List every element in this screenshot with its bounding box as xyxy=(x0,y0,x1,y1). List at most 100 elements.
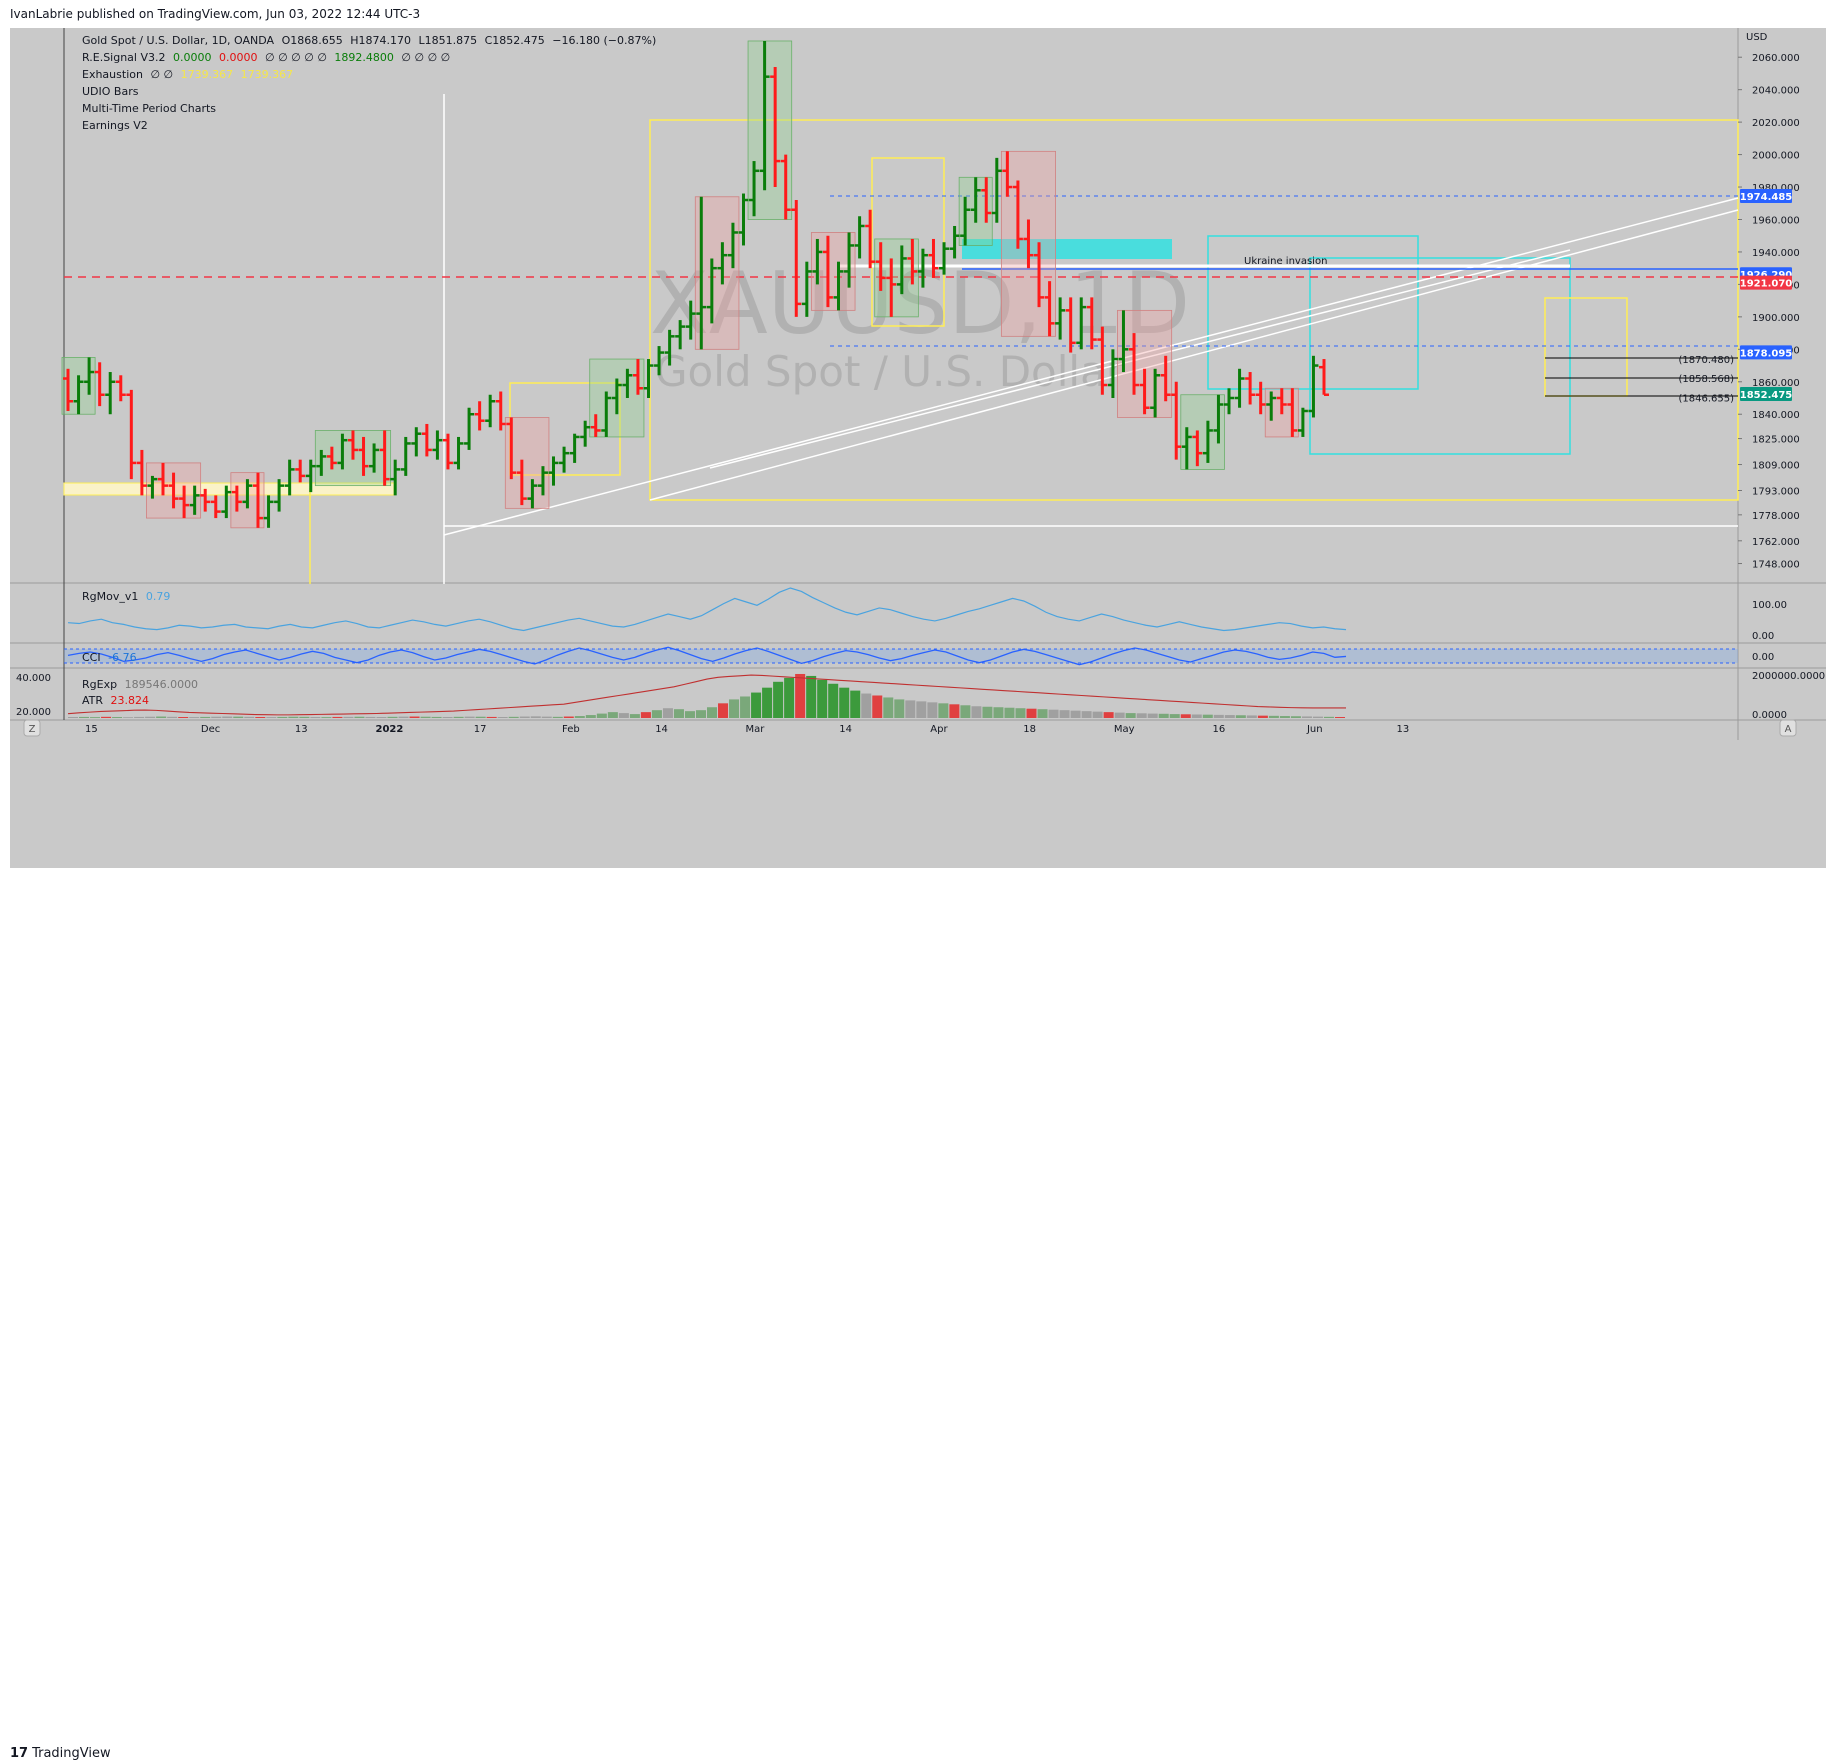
annotation-ukraine: Ukraine invasion xyxy=(1244,256,1327,267)
ohlc-bar xyxy=(580,420,591,447)
ohlc-bar xyxy=(495,391,506,431)
ohlc-bar xyxy=(939,242,950,275)
ohlc-bar xyxy=(960,196,971,246)
rgexp-bar xyxy=(1180,714,1191,718)
rgexp-bar xyxy=(673,709,684,718)
rgexp-bar xyxy=(189,717,200,718)
cci-name: CCI xyxy=(82,651,101,664)
rgexp-bar xyxy=(828,683,839,718)
rgexp-bar xyxy=(773,681,784,718)
ohlc-bar xyxy=(865,209,876,269)
legend-re-signal[interactable]: R.E.Signal V3.2 0.0000 0.0000 ∅ ∅ ∅ ∅ ∅ … xyxy=(82,51,454,64)
rgexp-bar xyxy=(101,716,112,718)
cci-band xyxy=(64,649,1738,663)
legend-earnings[interactable]: Earnings V2 xyxy=(82,119,148,132)
rgexp-bar xyxy=(684,711,695,718)
legend-rgexp[interactable]: RgExp 189546.0000 xyxy=(82,678,202,691)
ohlc-bar xyxy=(1002,151,1013,197)
rgexp-bar xyxy=(982,706,993,718)
price-label-bg xyxy=(1740,386,1792,401)
price-label-bg xyxy=(1740,345,1792,360)
rgexp-bar xyxy=(530,716,541,718)
ohlc-bar xyxy=(221,485,232,519)
ohlc-bar xyxy=(791,200,802,317)
ohlc-bar xyxy=(548,456,559,486)
rgexp-bar xyxy=(971,706,982,718)
rgexp-bar xyxy=(993,707,1004,718)
rgexp-bar xyxy=(1169,714,1180,718)
ohlc-bar xyxy=(738,193,749,246)
auto-scale-button[interactable]: A xyxy=(1779,719,1797,737)
x-tick-label: Apr xyxy=(930,724,948,735)
y-tick-label: 2000.000 xyxy=(1752,151,1800,162)
ohlc-bar xyxy=(537,466,548,496)
exhaustion-zeros: ∅ ∅ xyxy=(150,68,174,81)
ohlc-bar xyxy=(326,446,337,470)
rgexp-bar xyxy=(762,687,773,718)
zoom-button[interactable]: Z xyxy=(23,719,41,737)
ohlc-bar xyxy=(970,177,981,223)
rgexp-bar xyxy=(156,716,167,718)
x-tick-label: 15 xyxy=(85,724,98,735)
exhaustion-v2: 1739.367 xyxy=(240,68,294,81)
ohlc-bar xyxy=(1308,355,1319,418)
ohlc-bar xyxy=(305,459,316,493)
legend-exhaustion[interactable]: Exhaustion ∅ ∅ 1739.367 1739.367 xyxy=(82,68,297,81)
rgexp-bar xyxy=(1301,716,1312,718)
ohlc-bar xyxy=(136,449,147,496)
rgexp-bar xyxy=(222,716,233,718)
cyan-zone xyxy=(962,239,1172,259)
rgexp-bar xyxy=(519,716,530,718)
ohlc-bar xyxy=(1139,368,1150,415)
price-label-bg xyxy=(1740,275,1792,290)
rgexp-bar xyxy=(1059,710,1070,718)
rgexp-bar xyxy=(475,716,486,718)
legend-change: −16.180 (−0.87%) xyxy=(552,34,657,47)
atr-value: 23.824 xyxy=(110,694,150,707)
ohlc-bar xyxy=(516,459,527,506)
y-tick-label: 1840.000 xyxy=(1752,410,1800,421)
rgexp-bar xyxy=(707,707,718,718)
ohlc-bar xyxy=(1255,381,1266,415)
rgexp-bar xyxy=(718,703,729,718)
ohlc-bar xyxy=(675,320,686,350)
ohlc-bar xyxy=(1055,297,1066,340)
tradingview-logo[interactable]: 17 TradingView xyxy=(10,1746,111,1761)
legend-rgmov[interactable]: RgMov_v1 0.79 xyxy=(82,590,174,603)
exhaustion-v1: 1739.367 xyxy=(180,68,234,81)
rgmov-line xyxy=(67,587,1347,632)
legend-atr[interactable]: ATR 23.824 xyxy=(82,694,153,707)
rgexp-bar xyxy=(277,716,288,718)
x-tick-label: Feb xyxy=(562,724,580,735)
rgexp-bar xyxy=(464,716,475,718)
price-label: 1921.070 xyxy=(1740,279,1793,290)
rgexp-bar xyxy=(343,716,354,718)
price-label: 1852.475 xyxy=(1740,390,1793,401)
ohlc-bar xyxy=(896,245,907,295)
y-tick-label: 1809.000 xyxy=(1752,461,1800,472)
rgexp-bar xyxy=(420,716,431,718)
legend-cci[interactable]: CCI -6.76 xyxy=(82,651,141,664)
legend-close: C1852.475 xyxy=(484,34,545,47)
ohlc-bar xyxy=(527,479,538,509)
legend-udio[interactable]: UDIO Bars xyxy=(82,85,139,98)
rgexp-bar xyxy=(453,716,464,718)
ohlc-bar xyxy=(1266,391,1277,421)
ohlc-bar xyxy=(1319,359,1329,397)
price-label: 1974.485 xyxy=(1740,192,1793,203)
ohlc-bar xyxy=(1160,355,1171,402)
rgexp-bar xyxy=(729,699,740,718)
rgexp-bar xyxy=(321,717,332,718)
rgexp-bar xyxy=(1268,715,1279,718)
ohlc-bar xyxy=(1171,381,1182,460)
legend-mtp[interactable]: Multi-Time Period Charts xyxy=(82,102,217,115)
ohlc-bar xyxy=(1234,368,1245,408)
legend-symbol[interactable]: Gold Spot / U.S. Dollar, 1D, OANDA xyxy=(82,34,275,47)
ohlc-bar xyxy=(706,258,717,324)
cci-line xyxy=(67,646,1347,666)
price-chart[interactable]: XAUUSD, 1D Gold Spot / U.S. Dollar xyxy=(10,28,1826,868)
rgmov-tick: 100.00 xyxy=(1752,600,1787,611)
cyan-box-2 xyxy=(1309,257,1571,455)
x-tick-label: 13 xyxy=(1397,724,1410,735)
rgexp-bar xyxy=(167,716,178,718)
